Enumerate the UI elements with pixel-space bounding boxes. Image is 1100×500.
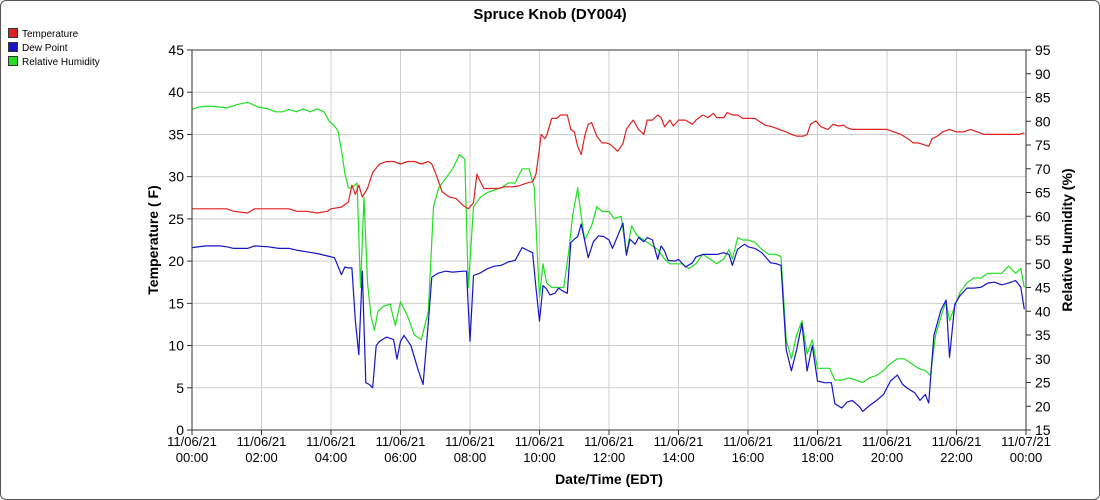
y2-tick-label: 50 <box>1035 256 1051 272</box>
x-tick-label-time: 00:00 <box>1010 450 1043 465</box>
x-tick-label-time: 08:00 <box>454 450 487 465</box>
legend-swatch-relative-humidity <box>8 56 18 66</box>
x-tick-label-time: 04:00 <box>315 450 348 465</box>
y2-tick-label: 90 <box>1035 66 1051 82</box>
left-axis: 0 5 10 15 20 25 30 35 40 45 <box>168 42 192 438</box>
y2-tick-label: 45 <box>1035 280 1051 296</box>
y2-tick-label: 65 <box>1035 185 1051 201</box>
series-line-dew-point <box>191 222 1025 412</box>
legend-label-dew-point: Dew Point <box>22 43 68 54</box>
x-tick-label-date: 11/06/21 <box>723 434 773 449</box>
legend-swatch-dew-point <box>8 42 18 52</box>
x-tick-label-date: 11/06/21 <box>515 434 565 449</box>
y2-tick-label: 75 <box>1035 137 1051 153</box>
x-tick-label-date: 11/06/21 <box>376 434 426 449</box>
x-tick-label-date: 11/06/21 <box>167 434 217 449</box>
series-layer <box>191 101 1025 412</box>
series-line-relative-humidity <box>191 101 1025 384</box>
y2-tick-label: 15 <box>1035 422 1051 438</box>
y2-tick-label: 30 <box>1035 351 1051 367</box>
y2-tick-label: 25 <box>1035 375 1051 391</box>
legend-label-temperature: Temperature <box>22 29 79 40</box>
right-axis: 15 20 25 30 35 40 45 50 55 60 65 70 75 80 85 90 95 <box>1026 42 1051 438</box>
y2-tick-label: 40 <box>1035 303 1051 319</box>
x-tick-label-date: 11/06/21 <box>306 434 356 449</box>
legend-item-relative-humidity: Relative Humidity <box>8 56 100 68</box>
y2-tick-label: 35 <box>1035 327 1051 343</box>
x-tick-label-date: 11/06/21 <box>793 434 843 449</box>
x-tick-label-date: 11/06/21 <box>654 434 704 449</box>
legend-item-dew-point: Dew Point <box>8 42 68 54</box>
legend-swatch-temperature <box>8 28 18 38</box>
y2-tick-label: 80 <box>1035 113 1051 129</box>
y2-tick-label: 95 <box>1035 42 1051 58</box>
y-tick-label: 5 <box>176 380 184 396</box>
x-tick-label-date: 11/06/21 <box>445 434 495 449</box>
y-tick-label: 45 <box>168 42 184 58</box>
y2-tick-label: 55 <box>1035 232 1051 248</box>
x-tick-label-time: 18:00 <box>801 450 834 465</box>
x-tick-label-time: 02:00 <box>245 450 278 465</box>
series-line-temperature <box>192 111 1025 214</box>
x-tick-label-date: 11/06/21 <box>237 434 287 449</box>
x-tick-label-time: 06:00 <box>384 450 417 465</box>
x-tick-label-time: 12:00 <box>593 450 626 465</box>
x-tick-label-time: 10:00 <box>523 450 556 465</box>
chart-title: Spruce Knob (DY004) <box>473 6 626 23</box>
y-axis-label: Temperature ( F) <box>145 185 161 294</box>
x-tick-label-time: 16:00 <box>732 450 765 465</box>
x-tick-label-date: 11/06/21 <box>932 434 982 449</box>
y-tick-label: 40 <box>168 84 184 100</box>
legend-label-relative-humidity: Relative Humidity <box>22 57 100 68</box>
y2-tick-label: 85 <box>1035 90 1051 106</box>
y2-tick-label: 20 <box>1035 398 1051 414</box>
x-axis-label: Date/Time (EDT) <box>555 471 663 487</box>
y-tick-label: 25 <box>168 211 184 227</box>
y2-axis-label: Relative Humidity (%) <box>1059 168 1075 311</box>
x-tick-label-time: 14:00 <box>662 450 695 465</box>
y2-tick-label: 60 <box>1035 208 1051 224</box>
y-tick-label: 10 <box>168 338 184 354</box>
legend-item-temperature: Temperature <box>8 28 78 40</box>
x-tick-label-time: 22:00 <box>940 450 973 465</box>
y-tick-label: 20 <box>168 253 184 269</box>
x-tick-label-time: 20:00 <box>871 450 904 465</box>
x-tick-label-date: 11/06/21 <box>862 434 912 449</box>
x-tick-label-time: 00:00 <box>176 450 209 465</box>
x-axis: 11/06/2100:0011/06/2102:0011/06/2104:001… <box>167 430 1051 465</box>
y-tick-label: 35 <box>168 126 184 142</box>
y-tick-label: 0 <box>176 422 184 438</box>
x-tick-label-date: 11/06/21 <box>584 434 634 449</box>
y2-tick-label: 70 <box>1035 161 1051 177</box>
x-tick-label-date: 11/07/21 <box>1001 434 1051 449</box>
y-tick-label: 30 <box>168 169 184 185</box>
y-tick-label: 15 <box>168 295 184 311</box>
